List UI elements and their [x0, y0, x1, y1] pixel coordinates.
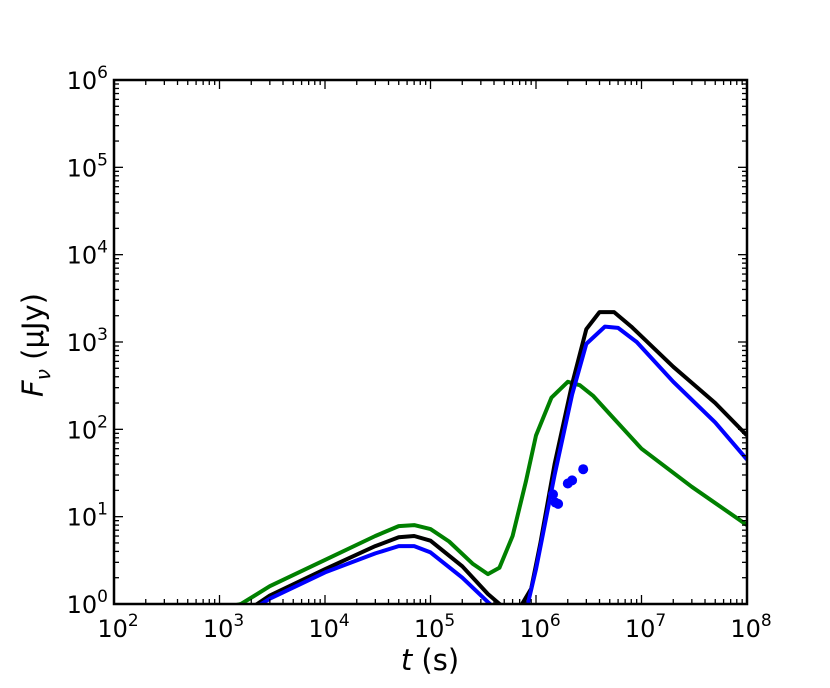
series-line-3: [257, 324, 747, 604]
y-axis-subscript: ν: [31, 369, 55, 380]
scatter-layer: [548, 464, 589, 509]
x-tick-label: 106: [519, 611, 560, 643]
x-tick-label: 107: [625, 611, 666, 643]
series-line-2: [253, 310, 747, 604]
x-tick-label: 102: [97, 611, 138, 643]
y-tick-label: 104: [67, 238, 108, 270]
label-layer: 102 103 104 105 106 107 108 100 101 102 103 104 105 1…: [67, 63, 772, 643]
y-axis-label: Fν (μJy): [16, 293, 55, 397]
y-tick-label: 105: [67, 150, 108, 182]
series-layer: [231, 310, 747, 604]
y-tick-label: 103: [67, 325, 108, 357]
y-tick-label: 101: [67, 500, 108, 532]
y-tick-label: 102: [67, 412, 108, 444]
x-tick-label: 105: [414, 611, 455, 643]
y-tick-label: 100: [67, 587, 108, 619]
data-point: [553, 498, 564, 509]
x-axis-label: t (s): [401, 643, 459, 677]
x-tick-label: 108: [730, 611, 771, 643]
y-axis-symbol: F: [16, 379, 50, 397]
plot-frame: [112, 78, 749, 606]
x-tick-label: 104: [308, 611, 349, 643]
data-point: [567, 475, 578, 486]
data-point: [548, 489, 558, 500]
x-axis-unit: (s): [412, 643, 459, 677]
y-axis-unit: (μJy): [16, 293, 50, 369]
data-point: [578, 464, 589, 475]
y-tick-label: 106: [67, 63, 108, 95]
x-tick-label: 103: [203, 611, 244, 643]
tick-layer: [113, 79, 748, 605]
series-line-1: [231, 379, 747, 604]
x-axis-symbol: t: [401, 643, 414, 677]
